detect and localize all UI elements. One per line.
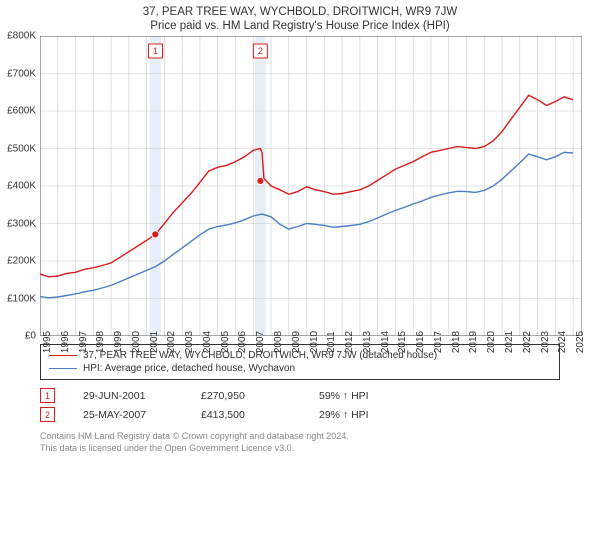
marker-pct: 59% ↑ HPI <box>319 390 409 402</box>
marker-table: 1 29-JUN-2001 £270,950 59% ↑ HPI 2 25-MAY-200… <box>40 386 560 424</box>
y-axis-label: £100K <box>7 293 40 304</box>
y-axis-label: £400K <box>7 181 40 192</box>
chart-subtitle: Price paid vs. HM Land Registry's House … <box>0 18 600 36</box>
x-axis-label: 2000 <box>129 331 142 353</box>
x-axis-label: 2017 <box>431 331 444 353</box>
marker-price: £270,950 <box>201 390 291 402</box>
x-axis-label: 2025 <box>573 331 586 353</box>
y-axis-label: £300K <box>7 218 40 229</box>
footnote: Contains HM Land Registry data © Crown c… <box>40 430 560 454</box>
marker-row: 2 25-MAY-2007 £413,500 29% ↑ HPI <box>40 405 560 424</box>
legend-swatch <box>49 355 77 356</box>
svg-text:1: 1 <box>153 46 158 56</box>
marker-price: £413,500 <box>201 409 291 421</box>
x-axis-label: 2003 <box>182 331 195 353</box>
x-axis-label: 2023 <box>538 331 551 353</box>
chart-container: 37, PEAR TREE WAY, WYCHBOLD, DROITWICH, … <box>0 0 600 560</box>
legend-label: HPI: Average price, detached house, Wych… <box>83 363 295 374</box>
x-axis-label: 2020 <box>484 331 497 353</box>
legend-item: HPI: Average price, detached house, Wych… <box>49 362 551 375</box>
svg-text:2: 2 <box>258 46 263 56</box>
x-axis-label: 2013 <box>360 331 373 353</box>
x-axis-label: 1996 <box>58 331 71 353</box>
y-axis-label: £600K <box>7 106 40 117</box>
x-axis-label: 2022 <box>520 331 533 353</box>
x-axis-label: 2010 <box>307 331 320 353</box>
y-axis-label: £200K <box>7 256 40 267</box>
x-axis-label: 2019 <box>466 331 479 353</box>
x-axis-label: 2011 <box>324 331 337 353</box>
marker-number-box: 2 <box>40 407 55 422</box>
footnote-line: Contains HM Land Registry data © Crown c… <box>40 430 560 442</box>
x-axis-label: 2005 <box>218 331 231 353</box>
x-axis-label: 2002 <box>164 331 177 353</box>
x-axis-label: 2008 <box>271 331 284 353</box>
x-axis-label: 2024 <box>555 331 568 353</box>
y-axis-label: £700K <box>7 68 40 79</box>
x-axis-label: 2015 <box>395 331 408 353</box>
chart-title: 37, PEAR TREE WAY, WYCHBOLD, DROITWICH, … <box>0 0 600 18</box>
marker-number-box: 1 <box>40 388 55 403</box>
chart-plot-area: 12 £0£100K£200K£300K£400K£500K£600K£700K… <box>40 36 582 336</box>
x-axis-label: 2009 <box>289 331 302 353</box>
y-axis-label: £0 <box>25 331 40 342</box>
x-axis-label: 1999 <box>111 331 124 353</box>
legend-swatch <box>49 368 77 369</box>
chart-svg: 12 <box>40 36 582 336</box>
footnote-line: This data is licensed under the Open Gov… <box>40 442 560 454</box>
marker-pct: 29% ↑ HPI <box>319 409 409 421</box>
x-axis-label: 2007 <box>253 331 266 353</box>
x-axis-label: 1998 <box>93 331 106 353</box>
x-axis-label: 2012 <box>342 331 355 353</box>
x-axis-label: 2021 <box>502 331 515 353</box>
x-axis-label: 2018 <box>449 331 462 353</box>
y-axis-label: £500K <box>7 143 40 154</box>
x-axis-label: 2014 <box>378 331 391 353</box>
marker-date: 29-JUN-2001 <box>83 390 173 402</box>
marker-date: 25-MAY-2007 <box>83 409 173 421</box>
x-axis-label: 2016 <box>413 331 426 353</box>
x-axis-label: 1997 <box>76 331 89 353</box>
x-axis-label: 2001 <box>147 331 160 353</box>
x-axis-label: 2006 <box>235 331 248 353</box>
x-axis-label: 1995 <box>40 331 53 353</box>
marker-row: 1 29-JUN-2001 £270,950 59% ↑ HPI <box>40 386 560 405</box>
x-axis-label: 2004 <box>200 331 213 353</box>
y-axis-label: £800K <box>7 31 40 42</box>
